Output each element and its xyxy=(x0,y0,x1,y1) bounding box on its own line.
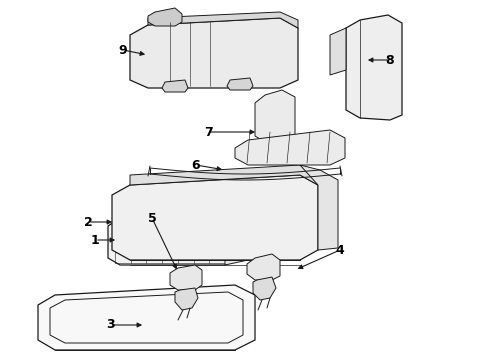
Polygon shape xyxy=(112,175,318,260)
Polygon shape xyxy=(247,254,280,280)
Polygon shape xyxy=(130,18,298,88)
Polygon shape xyxy=(170,265,202,290)
Polygon shape xyxy=(175,288,198,310)
Text: 4: 4 xyxy=(336,243,344,257)
Text: 8: 8 xyxy=(386,54,394,67)
Polygon shape xyxy=(130,165,318,185)
Polygon shape xyxy=(346,15,402,120)
Polygon shape xyxy=(38,285,255,350)
Polygon shape xyxy=(190,205,220,215)
Polygon shape xyxy=(162,80,188,92)
Polygon shape xyxy=(108,210,238,265)
Text: 2: 2 xyxy=(84,216,93,229)
Polygon shape xyxy=(235,130,345,165)
Text: 3: 3 xyxy=(106,319,114,332)
Text: 6: 6 xyxy=(192,158,200,171)
Text: 1: 1 xyxy=(91,234,99,247)
Polygon shape xyxy=(253,277,276,300)
Polygon shape xyxy=(225,210,260,265)
Polygon shape xyxy=(148,12,298,28)
Text: 9: 9 xyxy=(119,44,127,57)
Polygon shape xyxy=(148,8,182,26)
Text: 7: 7 xyxy=(204,126,212,139)
Polygon shape xyxy=(300,165,338,250)
Polygon shape xyxy=(255,90,295,145)
Polygon shape xyxy=(227,78,253,90)
Text: 5: 5 xyxy=(147,212,156,225)
Polygon shape xyxy=(330,28,346,75)
